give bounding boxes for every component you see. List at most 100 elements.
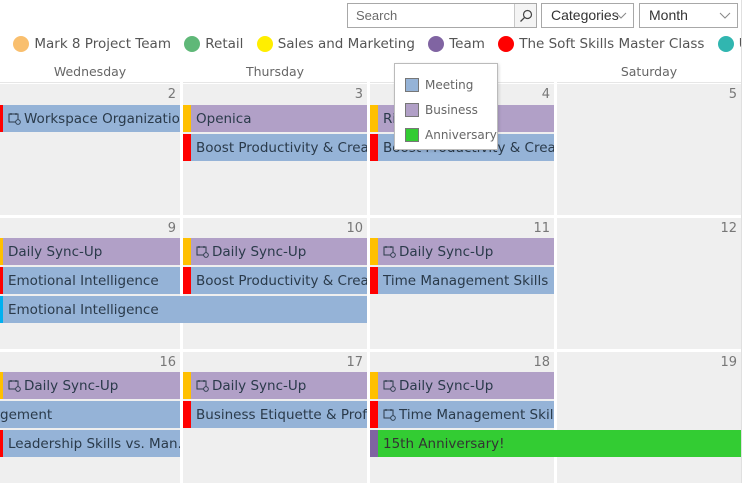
legend-dot-icon: [498, 36, 515, 52]
meeting-swatch-icon: [405, 77, 419, 92]
event-daily-sync-up[interactable]: Daily Sync-Up: [183, 372, 367, 399]
event-daily-sync-up[interactable]: Daily Sync-Up: [370, 372, 554, 399]
event-daily-sync-up[interactable]: Daily Sync-Up: [0, 238, 180, 265]
event-workspace-organization[interactable]: Workspace Organizatio...: [0, 105, 180, 132]
view-dropdown[interactable]: Month: [639, 3, 738, 28]
event-title: Daily Sync-Up: [212, 377, 307, 394]
event-management-continued[interactable]: gement: [0, 401, 180, 428]
search-box: [347, 3, 537, 28]
event-daily-sync-up[interactable]: Daily Sync-Up: [183, 238, 367, 265]
event-title: gement: [0, 406, 53, 423]
type-label: Meeting: [425, 77, 474, 92]
legend-label: Team: [449, 36, 485, 52]
search-icon: [519, 9, 532, 22]
day-cell[interactable]: 19: [557, 352, 741, 483]
search-input[interactable]: [348, 4, 514, 27]
legend-item-sales-marketing[interactable]: Sales and Marketing: [256, 36, 415, 52]
event-title: Boost Productivity & Crea...: [196, 139, 367, 156]
day-number[interactable]: 12: [720, 221, 737, 236]
event-15th-anniversary[interactable]: 15th Anniversary!: [370, 430, 741, 457]
event-daily-sync-up[interactable]: Daily Sync-Up: [0, 372, 180, 399]
event-title: Emotional Intelligence: [8, 301, 159, 318]
event-emotional-intelligence-multiday[interactable]: Emotional Intelligence: [0, 296, 367, 323]
category-legend: s Mark 8 Project Team Retail Sales and M…: [0, 36, 747, 58]
dow-saturday: Saturday: [557, 60, 741, 83]
recurring-event-icon: [8, 379, 21, 392]
legend-dot-icon: [717, 36, 734, 52]
category-color-bar: [183, 372, 191, 399]
event-title: 15th Anniversary!: [383, 435, 505, 452]
legend-item-mark8[interactable]: Mark 8 Project Team: [13, 36, 171, 52]
legend-label: Sales and Marketing: [277, 36, 415, 52]
day-number[interactable]: 9: [167, 221, 176, 236]
event-title: Workspace Organizatio...: [24, 110, 180, 127]
legend-dot-icon: [428, 36, 445, 52]
legend-label: Mark 8 Project Team: [34, 36, 171, 52]
type-label: Anniversary: [425, 127, 497, 142]
legend-dot-icon: [13, 36, 30, 52]
dow-thursday: Thursday: [183, 60, 367, 83]
event-leadership-skills[interactable]: Leadership Skills vs. Man...: [0, 430, 180, 457]
event-openica[interactable]: Openica: [183, 105, 367, 132]
category-color-bar: [370, 105, 378, 132]
event-emotional-intelligence[interactable]: Emotional Intelligence: [0, 267, 180, 294]
categories-dropdown-label: Categories: [551, 7, 619, 23]
event-title: Openica: [196, 110, 252, 127]
category-color-bar: [183, 238, 191, 265]
category-color-bar: [0, 372, 3, 399]
anniversary-swatch-icon: [405, 127, 419, 142]
day-number[interactable]: 5: [728, 87, 737, 102]
event-title: Business Etiquette & Prof...: [196, 406, 367, 423]
recurring-event-icon: [196, 379, 209, 392]
category-color-bar: [183, 105, 191, 132]
search-button[interactable]: [514, 4, 536, 27]
type-item-business[interactable]: Business: [395, 97, 497, 122]
day-number[interactable]: 17: [346, 355, 363, 370]
event-boost-productivity[interactable]: Boost Productivity & Crea...: [183, 267, 367, 294]
event-time-management-skills[interactable]: Time Management Skills: [370, 401, 554, 428]
event-title: Boost Productivity & Crea...: [196, 272, 367, 289]
recurring-event-icon: [8, 112, 21, 125]
event-time-management-skills[interactable]: Time Management Skills: [370, 267, 554, 294]
category-color-bar: [370, 134, 378, 161]
type-item-anniversary[interactable]: Anniversary: [395, 122, 497, 147]
day-number[interactable]: 11: [533, 221, 550, 236]
event-title: Daily Sync-Up: [212, 243, 307, 260]
event-daily-sync-up[interactable]: Daily Sync-Up: [370, 238, 554, 265]
event-boost-productivity[interactable]: Boost Productivity & Crea...: [183, 134, 367, 161]
day-cell[interactable]: 2: [0, 84, 180, 215]
toolbar: Categories Month: [0, 3, 747, 29]
day-number[interactable]: 3: [354, 87, 363, 102]
day-number[interactable]: 18: [533, 355, 550, 370]
chevron-down-icon: [615, 12, 627, 19]
type-item-meeting[interactable]: Meeting: [395, 72, 497, 97]
category-color-bar: [370, 238, 378, 265]
category-color-bar: [0, 430, 3, 457]
day-cell[interactable]: 12: [557, 218, 741, 349]
day-number[interactable]: 2: [167, 87, 176, 102]
category-color-bar: [0, 267, 3, 294]
day-number[interactable]: 19: [720, 355, 737, 370]
legend-dot-icon: [256, 36, 273, 52]
category-color-bar: [370, 401, 378, 428]
event-business-etiquette[interactable]: Business Etiquette & Prof...: [183, 401, 367, 428]
legend-item-team[interactable]: Team: [428, 36, 485, 52]
vertical-scrollbar[interactable]: [741, 0, 747, 483]
chevron-down-icon: [719, 12, 731, 19]
legend-item-soft-skills[interactable]: The Soft Skills Master Class: [498, 36, 704, 52]
category-color-bar: [183, 401, 191, 428]
category-color-bar: [0, 238, 3, 265]
category-color-bar: [0, 296, 3, 323]
recurring-event-icon: [383, 245, 396, 258]
event-title: Emotional Intelligence: [8, 272, 159, 289]
event-title: Daily Sync-Up: [399, 377, 494, 394]
day-of-week-header: Wednesday Thursday Friday Saturday: [0, 60, 741, 83]
day-number[interactable]: 16: [159, 355, 176, 370]
day-cell[interactable]: 5: [557, 84, 741, 215]
legend-item-retail[interactable]: Retail: [184, 36, 243, 52]
categories-dropdown[interactable]: Categories: [541, 3, 634, 28]
recurring-event-icon: [383, 379, 396, 392]
legend-dot-icon: [184, 36, 201, 52]
day-number[interactable]: 4: [541, 87, 550, 102]
day-number[interactable]: 10: [346, 221, 363, 236]
